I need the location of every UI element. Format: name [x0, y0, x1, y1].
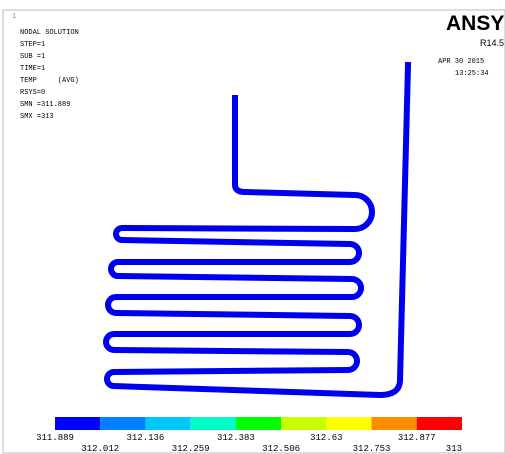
- legend-label: 312.877: [398, 433, 436, 443]
- ansys-window: 1 ANSYS R14.5 APR 30 2015 13:25:34 NODAL…: [0, 0, 505, 454]
- legend-swatch: [417, 417, 462, 430]
- legend-swatch: [55, 417, 100, 430]
- legend-label: 312.136: [127, 433, 165, 443]
- info-line: SUB =1: [20, 53, 45, 61]
- info-line: TEMP (AVG): [20, 77, 79, 85]
- legend-swatch: [281, 417, 326, 430]
- info-line: RSYS=0: [20, 89, 45, 97]
- brand-name: ANSYS: [446, 12, 505, 35]
- release: R14.5: [480, 38, 504, 48]
- legend-label: 311.889: [36, 433, 74, 443]
- time: 13:25:34: [455, 70, 489, 78]
- legend-label: 312.63: [310, 433, 342, 443]
- info-line: SMN =311.889: [20, 101, 70, 109]
- legend-swatch: [326, 417, 371, 430]
- legend-label: 313: [446, 444, 462, 454]
- info-line: NODAL SOLUTION: [20, 29, 79, 37]
- legend-swatch: [191, 417, 236, 430]
- legend-label: 312.383: [217, 433, 255, 443]
- legend-swatch: [236, 417, 281, 430]
- info-line: TIME=1: [20, 65, 45, 73]
- legend-label: 312.259: [172, 444, 210, 454]
- info-line: SMX =313: [20, 113, 54, 121]
- legend-label: 312.012: [81, 444, 119, 454]
- legend-label: 312.753: [353, 444, 391, 454]
- window-number: 1: [12, 13, 16, 21]
- legend-swatch: [145, 417, 190, 430]
- date: APR 30 2015: [438, 58, 484, 66]
- legend-swatch: [100, 417, 145, 430]
- legend-label: 312.506: [262, 444, 300, 454]
- legend-swatch: [372, 417, 417, 430]
- info-line: STEP=1: [20, 41, 45, 49]
